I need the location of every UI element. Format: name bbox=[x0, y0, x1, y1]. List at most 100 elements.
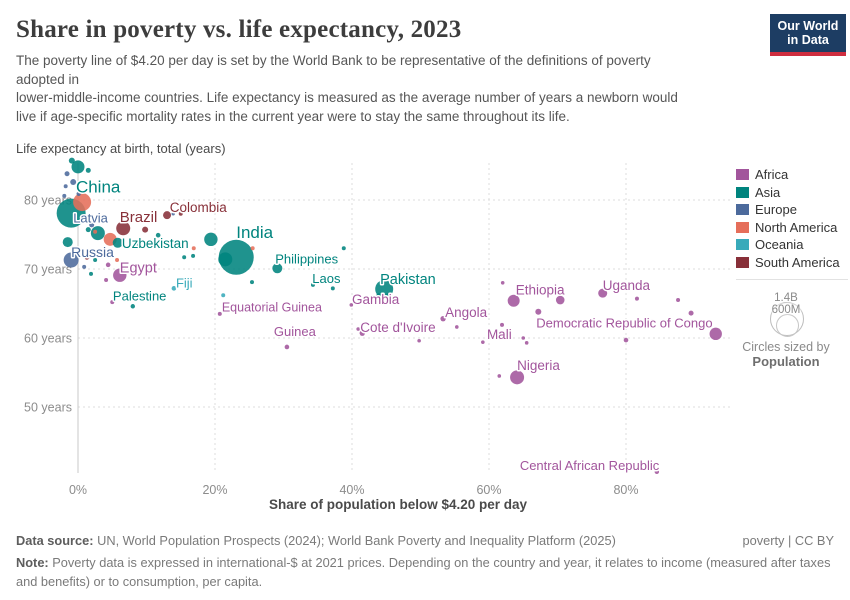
point-russia[interactable] bbox=[63, 252, 79, 268]
point-nigeria[interactable] bbox=[510, 370, 525, 385]
data-point[interactable] bbox=[330, 286, 335, 291]
data-point[interactable] bbox=[115, 258, 120, 263]
legend-item-south-america[interactable]: South America bbox=[736, 254, 848, 272]
point-cote-d-ivoire[interactable] bbox=[359, 330, 365, 336]
data-point[interactable] bbox=[385, 293, 391, 299]
data-point[interactable] bbox=[84, 254, 90, 260]
point-india[interactable] bbox=[218, 239, 254, 275]
point-democratic-republic-of-congo[interactable] bbox=[709, 327, 722, 341]
country-label[interactable]: India bbox=[235, 222, 275, 244]
data-point[interactable] bbox=[155, 232, 161, 238]
legend-item-asia[interactable]: Asia bbox=[736, 184, 848, 202]
data-point[interactable] bbox=[104, 278, 109, 283]
point-philippines[interactable] bbox=[272, 263, 283, 274]
data-point[interactable] bbox=[497, 374, 502, 378]
data-point[interactable] bbox=[70, 179, 77, 186]
data-point[interactable] bbox=[676, 298, 681, 303]
country-label[interactable]: Egypt bbox=[118, 259, 158, 278]
data-point[interactable] bbox=[122, 210, 128, 216]
data-point[interactable] bbox=[90, 226, 105, 241]
country-label[interactable]: Fiji bbox=[174, 274, 194, 292]
country-label[interactable]: Angola bbox=[444, 304, 490, 322]
legend-item-africa[interactable]: Africa bbox=[736, 166, 848, 184]
data-point[interactable] bbox=[93, 258, 98, 263]
point-egypt[interactable] bbox=[113, 268, 127, 282]
country-label[interactable]: Laos bbox=[311, 269, 343, 287]
data-point[interactable] bbox=[341, 246, 346, 251]
point-angola[interactable] bbox=[440, 315, 446, 322]
data-point[interactable] bbox=[89, 271, 94, 276]
point-central-african-republic[interactable] bbox=[654, 469, 660, 475]
country-label[interactable]: Palestine bbox=[111, 287, 167, 305]
country-label[interactable]: China bbox=[74, 176, 122, 198]
data-point[interactable] bbox=[178, 211, 183, 216]
country-label[interactable]: Mali bbox=[485, 326, 513, 344]
country-label[interactable]: Central African Republic bbox=[518, 456, 661, 474]
country-label[interactable]: Uganda bbox=[601, 277, 652, 295]
country-label[interactable]: Philippines bbox=[274, 250, 340, 268]
data-point[interactable] bbox=[688, 310, 694, 316]
country-label[interactable]: Colombia bbox=[168, 199, 229, 217]
country-label[interactable]: Equatorial Guinea bbox=[220, 299, 323, 316]
country-label[interactable]: Nigeria bbox=[516, 357, 562, 375]
point-laos[interactable] bbox=[310, 282, 315, 287]
data-point[interactable] bbox=[521, 336, 526, 340]
country-label[interactable]: Pakistan bbox=[379, 271, 438, 290]
data-point[interactable] bbox=[218, 252, 233, 267]
data-point[interactable] bbox=[62, 193, 67, 198]
point-uganda[interactable] bbox=[598, 288, 608, 298]
data-point[interactable] bbox=[500, 322, 505, 327]
country-label[interactable]: Gambia bbox=[351, 290, 402, 308]
data-point[interactable] bbox=[68, 157, 75, 164]
data-point[interactable] bbox=[623, 337, 629, 343]
country-label[interactable]: Cote d'Ivoire bbox=[359, 319, 437, 337]
point-latvia[interactable] bbox=[76, 191, 81, 196]
country-label[interactable]: Guinea bbox=[272, 322, 318, 340]
point-guinea[interactable] bbox=[284, 344, 290, 350]
country-label[interactable]: Uzbekistan bbox=[120, 235, 190, 253]
point-ethiopia[interactable] bbox=[507, 294, 520, 307]
data-point[interactable] bbox=[82, 264, 87, 269]
country-label[interactable]: Ethiopia bbox=[514, 281, 566, 299]
data-point[interactable] bbox=[89, 222, 95, 228]
data-point[interactable] bbox=[85, 227, 91, 233]
point-colombia[interactable] bbox=[163, 211, 172, 220]
license-text[interactable]: poverty | CC BY bbox=[742, 533, 834, 548]
legend-item-north-america[interactable]: North America bbox=[736, 219, 848, 237]
data-point[interactable] bbox=[524, 341, 529, 345]
data-point[interactable] bbox=[651, 319, 655, 323]
data-point[interactable] bbox=[250, 246, 255, 251]
data-point[interactable] bbox=[136, 242, 142, 248]
country-label[interactable]: Latvia bbox=[72, 209, 110, 227]
data-point[interactable] bbox=[204, 232, 218, 247]
data-point[interactable] bbox=[85, 167, 91, 173]
data-point[interactable] bbox=[62, 237, 73, 248]
data-point[interactable] bbox=[105, 262, 111, 268]
country-label[interactable]: Democratic Republic of Congo bbox=[535, 314, 714, 332]
point-equatorial-guinea[interactable] bbox=[217, 311, 222, 316]
legend-item-europe[interactable]: Europe bbox=[736, 201, 848, 219]
data-point[interactable] bbox=[142, 226, 149, 233]
point-brazil[interactable] bbox=[116, 221, 131, 236]
data-point[interactable] bbox=[376, 293, 382, 299]
data-point[interactable] bbox=[191, 246, 196, 251]
data-point[interactable] bbox=[356, 327, 360, 331]
data-point[interactable] bbox=[71, 160, 85, 174]
data-point[interactable] bbox=[500, 281, 505, 285]
point-fiji[interactable] bbox=[171, 286, 177, 291]
point-uzbekistan[interactable] bbox=[112, 237, 123, 248]
data-point[interactable] bbox=[555, 295, 565, 305]
data-point[interactable] bbox=[171, 212, 175, 216]
data-point[interactable] bbox=[163, 244, 168, 249]
data-point[interactable] bbox=[455, 325, 459, 329]
country-label[interactable]: Brazil bbox=[118, 207, 159, 227]
country-label[interactable]: Russia bbox=[70, 242, 116, 261]
data-point[interactable] bbox=[73, 193, 92, 212]
data-point[interactable] bbox=[82, 214, 88, 220]
point-gambia[interactable] bbox=[349, 303, 354, 307]
point-mali[interactable] bbox=[481, 340, 485, 344]
data-point[interactable] bbox=[535, 308, 542, 315]
data-point[interactable] bbox=[110, 300, 115, 305]
data-point[interactable] bbox=[93, 229, 98, 234]
owid-logo[interactable]: Our World in Data bbox=[770, 14, 846, 56]
